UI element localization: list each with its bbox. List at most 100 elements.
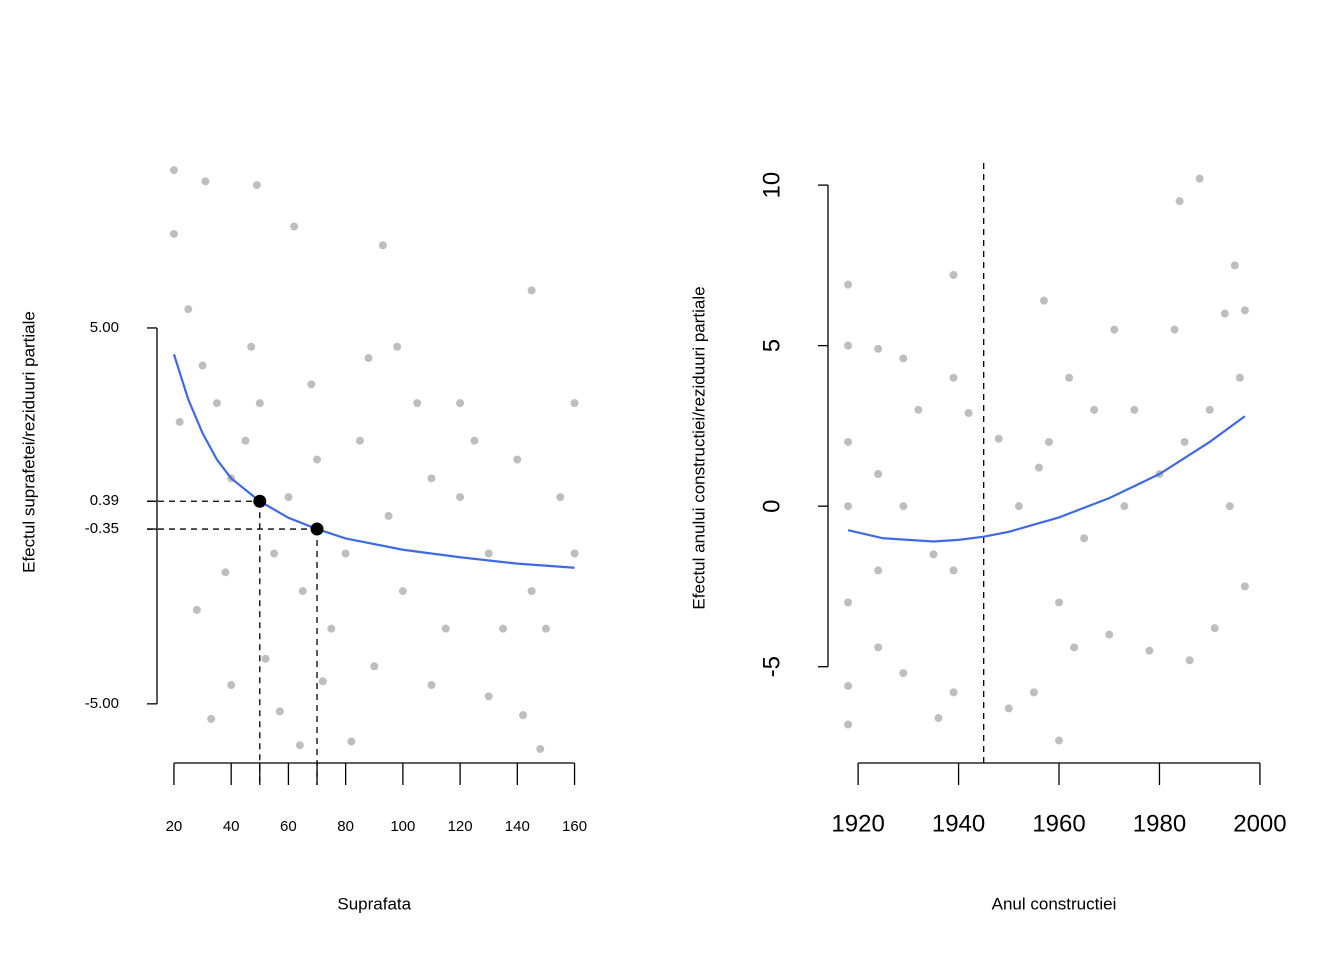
point — [318, 677, 327, 686]
point — [556, 493, 565, 502]
point — [1055, 598, 1064, 607]
point — [364, 354, 373, 363]
point — [929, 550, 938, 559]
point — [284, 493, 293, 502]
point — [184, 305, 193, 314]
point — [221, 568, 230, 577]
point — [1070, 643, 1079, 652]
point — [844, 437, 853, 446]
point — [570, 549, 579, 558]
point — [844, 280, 853, 289]
point — [169, 229, 178, 238]
point — [227, 681, 236, 690]
point — [255, 399, 264, 408]
point — [247, 342, 256, 351]
point — [192, 605, 201, 614]
point — [1220, 309, 1229, 318]
point — [1170, 325, 1179, 334]
point — [1230, 261, 1239, 270]
highlight-point — [253, 494, 267, 508]
point — [1105, 630, 1114, 639]
x-axis-title: Suprafata — [337, 894, 411, 913]
point — [1195, 174, 1204, 183]
point — [527, 587, 536, 596]
point — [456, 399, 465, 408]
point — [347, 737, 356, 746]
point — [899, 354, 908, 363]
point — [212, 399, 221, 408]
point — [169, 166, 178, 175]
point — [201, 177, 210, 186]
y-axis-title: Efectul anului constructiei/reziduuri pa… — [689, 286, 708, 609]
point — [378, 241, 387, 250]
smooth-curve — [172, 353, 575, 569]
point — [899, 669, 908, 678]
point — [844, 502, 853, 511]
x-tick-label: 20 — [166, 818, 183, 835]
point — [1034, 463, 1043, 472]
point — [844, 341, 853, 350]
point — [994, 434, 1003, 443]
point — [1080, 534, 1089, 543]
point — [527, 286, 536, 295]
point — [241, 436, 250, 445]
point — [949, 271, 958, 279]
point — [470, 436, 479, 445]
point — [536, 744, 545, 753]
x-tick-label: 140 — [505, 818, 530, 835]
point — [1235, 373, 1244, 382]
point — [252, 181, 261, 190]
x-tick-label: 80 — [337, 818, 354, 835]
point — [1225, 502, 1234, 511]
point — [899, 502, 908, 511]
point — [519, 711, 528, 720]
x-tick-label: 40 — [223, 818, 240, 835]
point — [270, 549, 279, 558]
point — [914, 405, 923, 414]
point — [393, 342, 402, 351]
point — [484, 549, 493, 558]
point — [295, 741, 304, 750]
x-tick-label: 120 — [448, 818, 473, 835]
point — [1130, 405, 1139, 414]
point — [1180, 437, 1189, 446]
point — [1185, 656, 1194, 665]
point — [874, 643, 883, 652]
x-tick-label: 60 — [280, 818, 297, 835]
point — [499, 624, 508, 633]
point — [1090, 405, 1099, 414]
point — [874, 566, 883, 575]
point — [1039, 296, 1048, 305]
point — [261, 654, 270, 663]
point — [949, 566, 958, 575]
x-tick-label: 1940 — [932, 810, 985, 837]
point — [1205, 405, 1214, 414]
point — [1120, 502, 1129, 511]
point — [1065, 373, 1074, 382]
x-axis-title: Anul constructiei — [992, 894, 1117, 913]
smooth-curve — [847, 415, 1246, 543]
point — [484, 692, 493, 701]
point — [1014, 502, 1023, 511]
point — [934, 714, 943, 723]
y-tick-label: 5.00 — [90, 319, 119, 336]
point — [370, 662, 379, 671]
point — [441, 624, 450, 633]
point — [275, 707, 284, 716]
y-tick-label: 0 — [758, 499, 785, 512]
point — [207, 714, 216, 723]
point — [964, 409, 973, 418]
point — [949, 373, 958, 382]
point — [844, 681, 853, 690]
point — [1240, 582, 1249, 591]
point — [874, 470, 883, 479]
y-axis-title: Efectul suprafetei/reziduuri partiale — [19, 311, 38, 573]
point — [874, 344, 883, 353]
point — [1175, 197, 1184, 206]
point — [298, 587, 307, 596]
point — [398, 587, 407, 596]
x-tick-label: 100 — [390, 818, 415, 835]
highlight-point — [310, 522, 324, 536]
point — [456, 493, 465, 502]
point — [1145, 646, 1154, 655]
